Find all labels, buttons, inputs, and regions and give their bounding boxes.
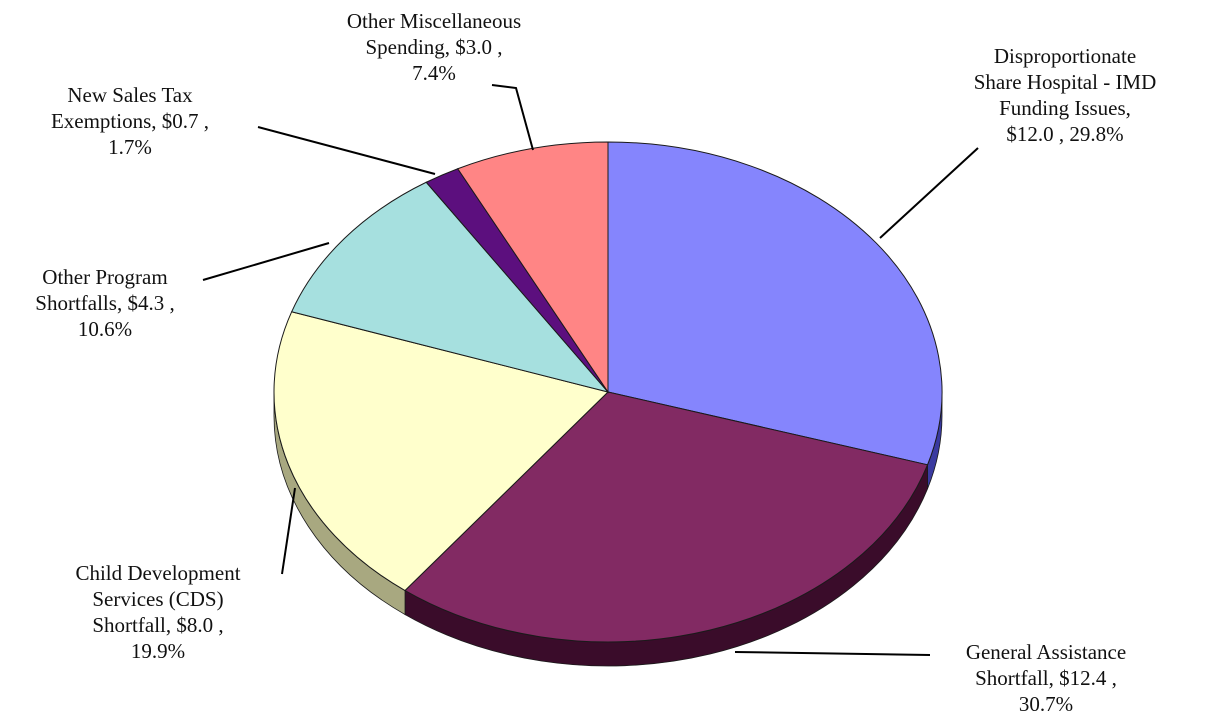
slice-label-line: 7.4%: [412, 61, 456, 85]
slice-label-child-development-services-cds-shortfall: Child Development Services (CDS) Shortfall…: [75, 561, 240, 663]
pie-slice-other-miscellaneous-spending: [456, 141, 609, 394]
slice-label-line: General Assistance: [966, 640, 1126, 664]
slice-label-line: Exemptions, $0.7 ,: [51, 109, 209, 133]
slice-label-general-assistance-shortfall: General Assistance Shortfall, $12.4 , 30.7…: [966, 640, 1126, 716]
slice-label-line: $12.0 , 29.8%: [1006, 122, 1123, 146]
leader-line-other-program-shortfalls: [202, 242, 330, 281]
leader-lines: [202, 84, 979, 656]
leader-line-disproportionate-share-hospital-imd-funding-issues: [879, 147, 979, 239]
slice-label-line: Shortfalls, $4.3 ,: [35, 291, 174, 315]
slice-label-line: 19.9%: [131, 639, 185, 663]
slice-label-line: 10.6%: [78, 317, 132, 341]
slice-label-line: Child Development: [75, 561, 240, 585]
slice-label-line: Disproportionate: [994, 44, 1136, 68]
slice-label-new-sales-tax-exemptions: New Sales Tax Exemptions, $0.7 , 1.7%: [51, 83, 209, 159]
pie-slice-disproportionate-share-hospital-imd-funding-issues: [607, 141, 943, 466]
slice-labels: Disproportionate Share Hospital - IMD Fund…: [35, 9, 1156, 716]
leader-line-other-miscellaneous-spending: [491, 84, 534, 151]
slice-label-line: Other Miscellaneous: [347, 9, 521, 33]
slice-label-other-miscellaneous-spending: Other Miscellaneous Spending, $3.0 , 7.4%: [347, 9, 521, 85]
pie-slice-child-development-services-cds-shortfall: [273, 311, 609, 592]
slice-label-line: Funding Issues,: [999, 96, 1131, 120]
pie-slices: [273, 141, 943, 643]
pie-slice-general-assistance-shortfall: [404, 391, 929, 643]
slice-label-line: Shortfall, $12.4 ,: [975, 666, 1117, 690]
slice-label-line: Share Hospital - IMD: [974, 70, 1157, 94]
slice-label-line: Spending, $3.0 ,: [365, 35, 502, 59]
slice-label-line: 1.7%: [108, 135, 152, 159]
leader-line-general-assistance-shortfall: [734, 651, 931, 656]
slice-label-line: 30.7%: [1019, 692, 1073, 716]
slice-label-disproportionate-share-hospital-imd-funding-issues: Disproportionate Share Hospital - IMD Fund…: [974, 44, 1157, 146]
pie-slice-other-program-shortfalls: [290, 181, 610, 393]
leader-line-new-sales-tax-exemptions: [257, 126, 436, 175]
leader-line-child-development-services-cds-shortfall: [281, 487, 296, 575]
slice-label-line: Shortfall, $8.0 ,: [92, 613, 223, 637]
slice-label-line: New Sales Tax: [67, 83, 193, 107]
slice-label-other-program-shortfalls: Other Program Shortfalls, $4.3 , 10.6%: [35, 265, 174, 341]
slice-label-line: Services (CDS): [92, 587, 223, 611]
slice-label-line: Other Program: [42, 265, 167, 289]
